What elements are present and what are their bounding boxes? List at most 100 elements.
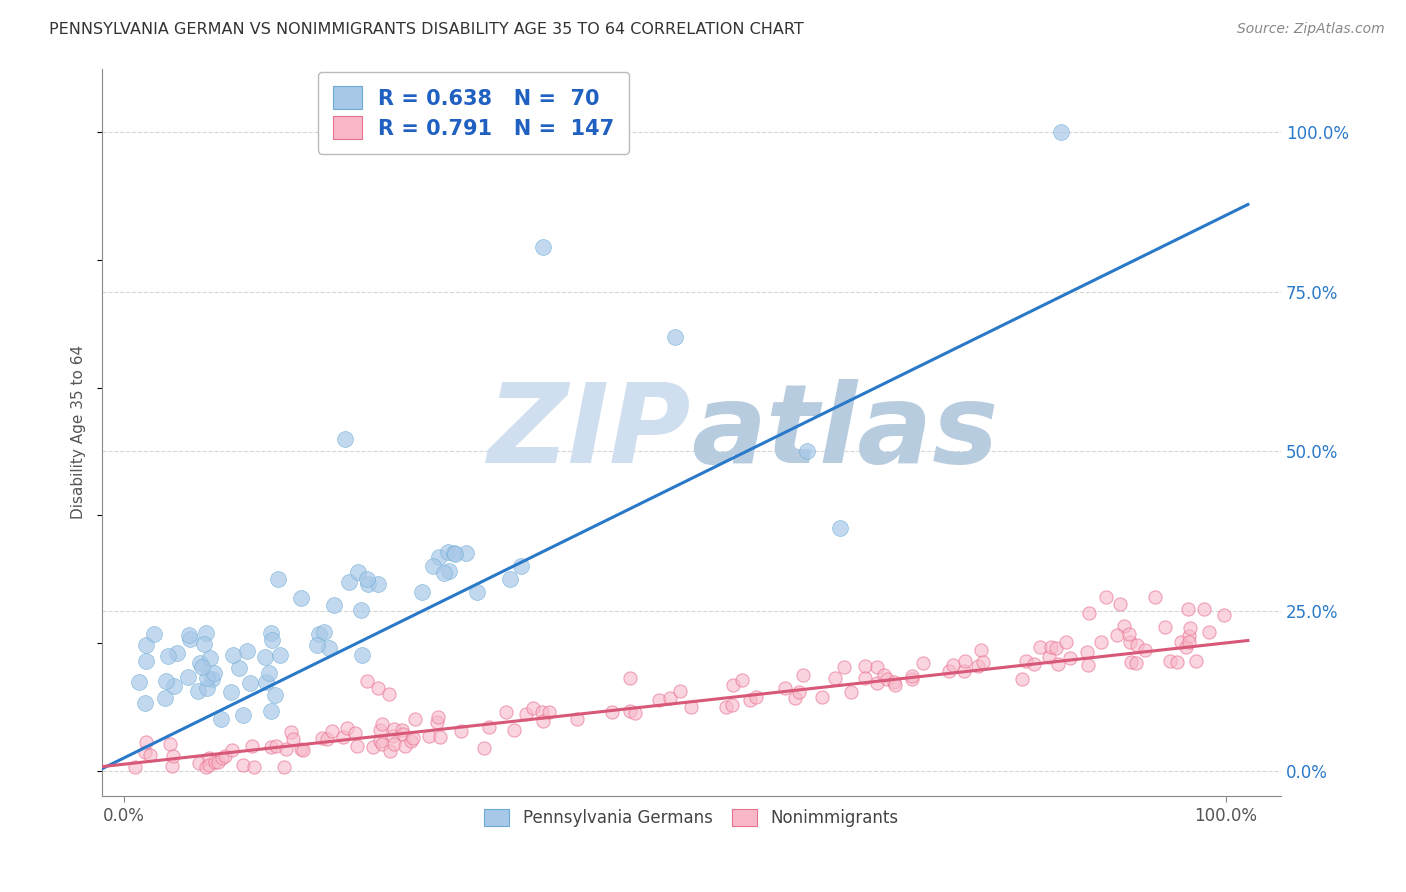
Point — [465, 585, 488, 599]
Point — [311, 731, 333, 745]
Point — [509, 559, 531, 574]
Point — [273, 760, 295, 774]
Point — [624, 706, 647, 720]
Point — [214, 748, 236, 763]
Point — [198, 757, 221, 772]
Point — [191, 659, 214, 673]
Point — [659, 690, 682, 705]
Point — [356, 674, 378, 689]
Point — [307, 638, 329, 652]
Point — [811, 690, 834, 705]
Point — [356, 572, 378, 586]
Point — [198, 751, 221, 765]
Point — [361, 739, 384, 754]
Point — [283, 732, 305, 747]
Point — [124, 760, 146, 774]
Point — [290, 742, 312, 756]
Point — [1045, 640, 1067, 655]
Point — [392, 726, 415, 740]
Point — [308, 627, 330, 641]
Point — [740, 693, 762, 707]
Point — [1109, 597, 1132, 611]
Point — [280, 725, 302, 739]
Point — [211, 750, 233, 764]
Point — [344, 726, 367, 740]
Point — [194, 626, 217, 640]
Point — [619, 671, 641, 685]
Point — [176, 670, 198, 684]
Point — [427, 710, 450, 724]
Point — [866, 676, 889, 690]
Point — [195, 672, 218, 686]
Point — [267, 572, 290, 586]
Point — [207, 755, 229, 769]
Y-axis label: Disability Age 35 to 64: Disability Age 35 to 64 — [72, 345, 86, 519]
Point — [221, 743, 243, 757]
Point — [1143, 591, 1166, 605]
Point — [239, 675, 262, 690]
Point — [1077, 657, 1099, 672]
Point — [883, 674, 905, 689]
Point — [938, 665, 960, 679]
Point — [1133, 643, 1156, 657]
Point — [143, 627, 166, 641]
Point — [792, 668, 814, 682]
Point — [499, 572, 522, 586]
Point — [744, 690, 766, 704]
Point — [236, 644, 259, 658]
Point — [209, 712, 232, 726]
Point — [1024, 657, 1046, 671]
Point — [264, 739, 287, 753]
Point — [162, 749, 184, 764]
Point — [337, 575, 360, 590]
Point — [839, 685, 862, 699]
Point — [1118, 627, 1140, 641]
Point — [664, 329, 686, 343]
Point — [1049, 125, 1071, 139]
Point — [1126, 639, 1149, 653]
Point — [1174, 640, 1197, 654]
Point — [322, 598, 344, 612]
Point — [371, 737, 394, 751]
Point — [429, 731, 451, 745]
Point — [204, 756, 226, 770]
Point — [135, 638, 157, 652]
Point — [188, 756, 211, 770]
Point — [450, 724, 472, 739]
Point — [274, 742, 297, 756]
Point — [1046, 657, 1069, 671]
Point — [472, 740, 495, 755]
Point — [1178, 635, 1201, 649]
Point — [679, 700, 702, 714]
Point — [228, 661, 250, 675]
Point — [153, 691, 176, 706]
Point — [336, 721, 359, 735]
Point — [426, 715, 449, 730]
Point — [1015, 654, 1038, 668]
Point — [411, 585, 433, 599]
Point — [134, 697, 156, 711]
Point — [135, 734, 157, 748]
Point — [567, 713, 589, 727]
Point — [160, 759, 183, 773]
Point — [503, 723, 526, 737]
Point — [1105, 628, 1128, 642]
Point — [1121, 655, 1143, 669]
Point — [188, 656, 211, 670]
Point — [1192, 602, 1215, 616]
Text: PENNSYLVANIA GERMAN VS NONIMMIGRANTS DISABILITY AGE 35 TO 64 CORRELATION CHART: PENNSYLVANIA GERMAN VS NONIMMIGRANTS DIS… — [49, 22, 804, 37]
Point — [876, 672, 898, 686]
Point — [478, 719, 501, 733]
Point — [901, 668, 924, 682]
Point — [382, 729, 405, 743]
Point — [221, 648, 243, 663]
Point — [134, 745, 156, 759]
Point — [155, 674, 177, 689]
Point — [357, 576, 380, 591]
Point — [495, 705, 517, 719]
Point — [260, 739, 283, 754]
Point — [1114, 618, 1136, 632]
Point — [333, 432, 356, 446]
Point — [346, 739, 368, 753]
Point — [731, 673, 754, 688]
